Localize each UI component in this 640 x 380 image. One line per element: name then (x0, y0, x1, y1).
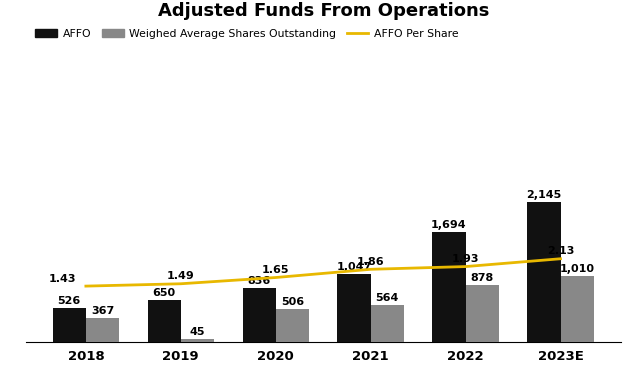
Bar (371, 305, 404, 342)
Text: 2.13: 2.13 (547, 245, 574, 256)
Text: 45: 45 (189, 327, 205, 337)
Title: Adjusted Funds From Operations: Adjusted Funds From Operations (157, 2, 489, 20)
Text: 506: 506 (281, 297, 304, 307)
Bar (561, 276, 594, 342)
Legend: AFFO, Weighed Average Shares Outstanding, AFFO Per Share: AFFO, Weighed Average Shares Outstanding… (31, 25, 463, 43)
Text: 564: 564 (376, 293, 399, 303)
Bar (337, 274, 371, 342)
Text: 1.49: 1.49 (167, 271, 195, 282)
Text: 1,047: 1,047 (337, 262, 372, 272)
Text: 526: 526 (58, 296, 81, 306)
Text: 1,010: 1,010 (559, 264, 595, 274)
Bar (527, 202, 561, 342)
Bar (52, 308, 86, 342)
Bar (86, 318, 119, 342)
Text: 1.43: 1.43 (49, 274, 76, 284)
Text: 1.93: 1.93 (452, 254, 479, 264)
Text: 367: 367 (91, 306, 114, 316)
Bar (243, 288, 276, 342)
Text: 836: 836 (248, 276, 271, 286)
Text: 878: 878 (470, 273, 494, 283)
Text: 1.86: 1.86 (357, 257, 385, 267)
Bar (181, 339, 214, 342)
Text: 1.65: 1.65 (262, 265, 289, 275)
Bar (148, 300, 181, 342)
Text: 1,694: 1,694 (431, 220, 467, 230)
Bar (465, 285, 499, 342)
Bar (276, 309, 309, 342)
Text: 650: 650 (152, 288, 176, 298)
Text: 2,145: 2,145 (526, 190, 561, 200)
Bar (433, 232, 465, 342)
